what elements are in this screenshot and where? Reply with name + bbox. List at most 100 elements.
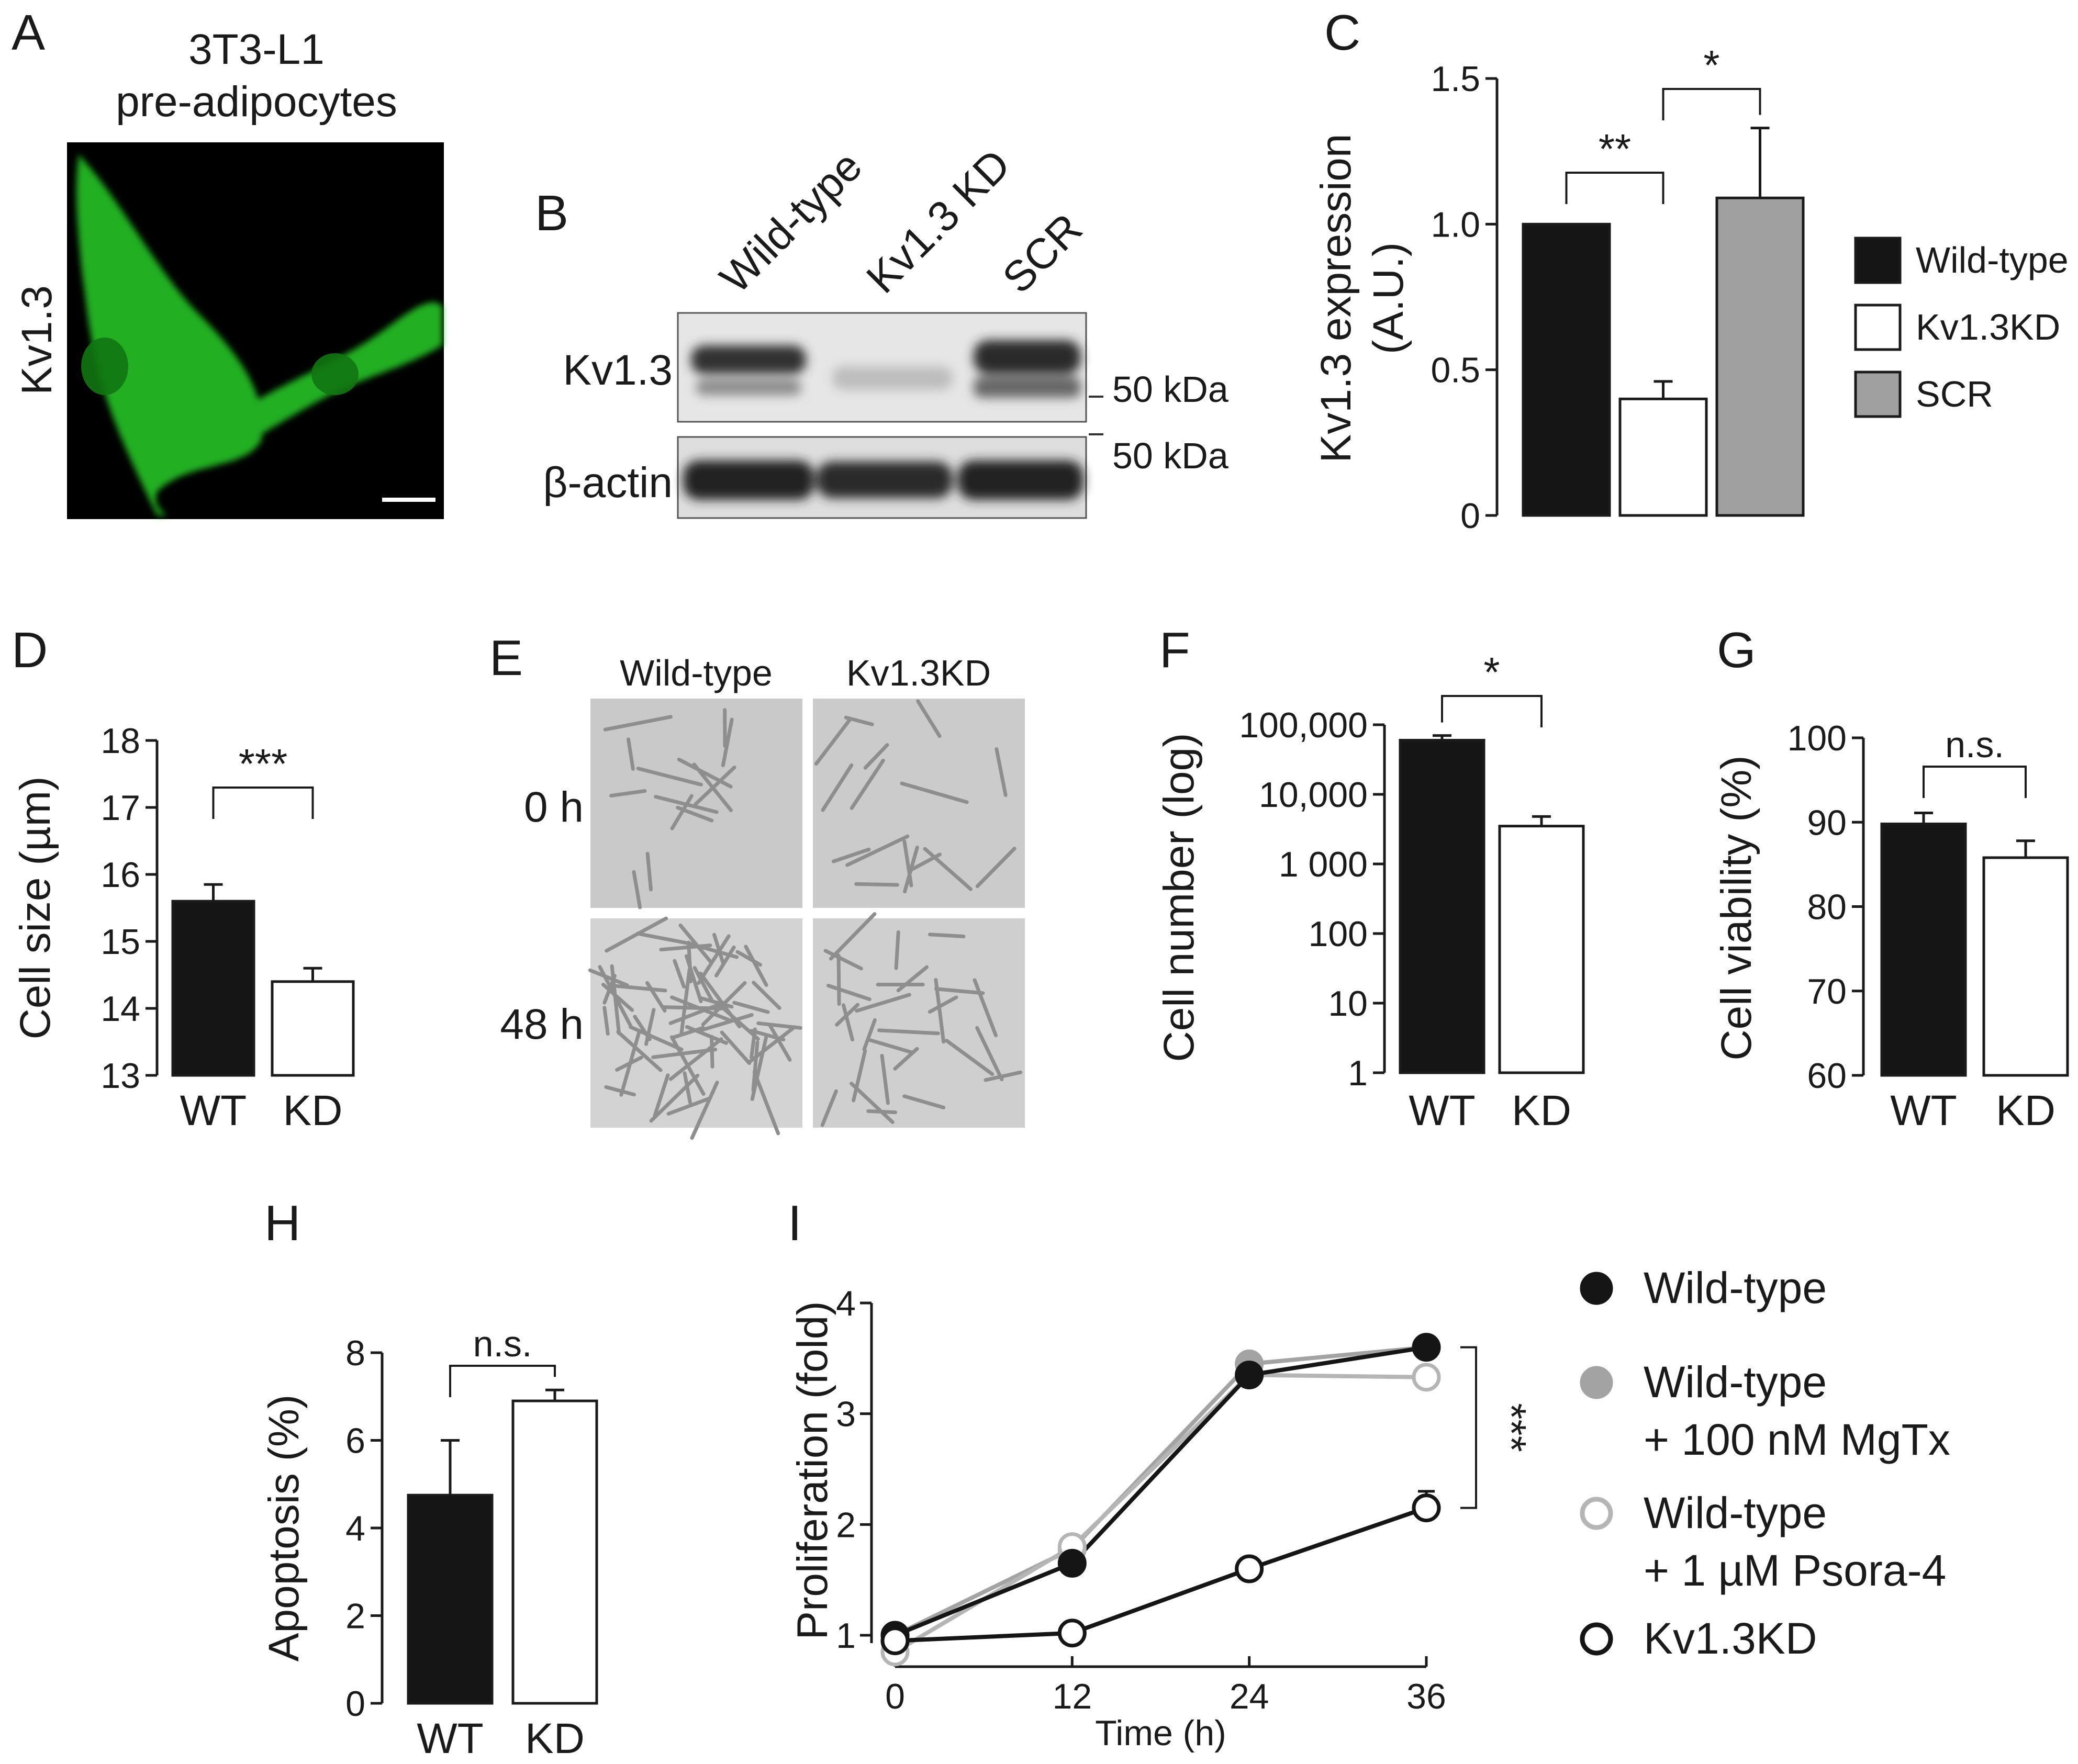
y-tick-label: 10 (1328, 984, 1368, 1024)
series-line (894, 1345, 1427, 1637)
y-tick-label: 90 (1807, 803, 1847, 842)
cell-shapes (588, 699, 1023, 1140)
y-tick-label: 6 (345, 1421, 365, 1461)
cell-shape (934, 987, 985, 995)
cell-shape (973, 978, 998, 1038)
band-kv13-kd (832, 366, 953, 390)
legend-marker (1580, 1497, 1613, 1530)
cell-shape (605, 916, 668, 953)
cell-shape (645, 851, 653, 892)
cell-shape (672, 1026, 705, 1039)
significance-bracket (1460, 1346, 1477, 1509)
marker-label-2: 50 kDa (1112, 435, 1228, 476)
y-tick-label: 100 (1787, 718, 1847, 758)
band-actin-scr (958, 460, 1083, 500)
cell-shape (677, 757, 733, 789)
y-axis-label-line2: (A.U.) (1365, 242, 1412, 354)
panel-d: D 13 14 15 16 17 18 WT KD Cell size (µm) *** (12, 622, 355, 1134)
significance-label: * (1483, 649, 1500, 695)
band-actin-kd (817, 462, 953, 498)
y-tick-label: 2 (836, 1505, 856, 1545)
y-tick-label: 1.5 (1431, 59, 1480, 99)
panel-label-g: G (1717, 622, 1756, 678)
cell-shape (862, 1018, 877, 1051)
y-axis-label: Cell size (µm) (12, 777, 59, 1040)
cell-shape (877, 1028, 940, 1036)
y-tick-label: 10,000 (1259, 775, 1368, 815)
bar (1399, 739, 1485, 1074)
category-label: KD (525, 1715, 585, 1762)
cell-shape (928, 932, 966, 938)
series-line (893, 1373, 1427, 1654)
blot-row-kv13: Kv1.3 (563, 346, 673, 394)
series-line (895, 1505, 1427, 1643)
y-axis-label: Cell viability (%) (1713, 755, 1760, 1060)
cell-shape (814, 717, 852, 766)
y-axis-label: Cell number (log) (1155, 733, 1203, 1062)
bar (1715, 196, 1805, 517)
cell-shape (995, 747, 1008, 797)
legend-marker (1580, 1366, 1613, 1399)
legend-swatch (1854, 370, 1902, 418)
significance-bracket (449, 1365, 556, 1397)
legend-swatch (1854, 304, 1902, 351)
significance-label: n.s. (473, 1323, 532, 1364)
cell-shape (831, 847, 871, 863)
cell-shape (902, 1094, 946, 1109)
cell-shape (750, 1034, 768, 1101)
phase-image-kd-48h (813, 918, 1025, 1128)
cell-shape (683, 1071, 692, 1105)
cell-shape (714, 945, 736, 977)
cell-shape (850, 758, 885, 810)
cell-shape (694, 765, 736, 806)
cell-shape (880, 1053, 890, 1105)
panel-a: A 3T3-L1 pre-adipocytes Kv1.3 (12, 5, 444, 519)
cell-shape (751, 1040, 759, 1093)
y-tick-label: 13 (100, 1056, 140, 1096)
significance-bracket (1923, 766, 2027, 798)
panel-a-title-line2: pre-adipocytes (116, 78, 397, 126)
panel-label-f: F (1159, 622, 1190, 678)
significance-label: * (1703, 42, 1719, 88)
cell-shape (845, 834, 910, 867)
category-label: KD (1512, 1087, 1571, 1134)
significance-label: *** (1488, 1403, 1535, 1452)
y-tick-label: 1.0 (1431, 205, 1480, 244)
category-label: KD (283, 1087, 343, 1134)
y-tick-label: 17 (100, 788, 140, 828)
cell-shape (698, 971, 742, 1029)
cell-shape (835, 1003, 860, 1027)
cell-shape (820, 1089, 838, 1127)
cell-shape (668, 1001, 725, 1025)
marker-label-1: 50 kDa (1112, 369, 1228, 410)
y-tick-label: 100 (1309, 914, 1368, 954)
cell-shape (604, 1085, 636, 1097)
cell-shape (698, 1013, 754, 1033)
category-label: WT (180, 1087, 247, 1134)
nucleus (311, 353, 359, 395)
cell-shape (626, 737, 635, 771)
y-tick-label: 70 (1807, 972, 1847, 1012)
image-column-kv13kd: Kv1.3KD (846, 653, 991, 693)
cell-shape (670, 995, 733, 1023)
cell-shape (603, 715, 673, 732)
bar (171, 900, 255, 1077)
cell-shape (692, 966, 713, 1002)
cell-shape (854, 882, 899, 887)
significance-bracket (1565, 172, 1664, 204)
cell-shape (841, 1003, 854, 1042)
cell-shape (909, 852, 942, 872)
cell-shape (916, 699, 942, 738)
cell-shape (588, 968, 629, 987)
cell-shape (616, 1030, 663, 1072)
cell-shape (821, 763, 854, 812)
panel-label-e: E (489, 630, 523, 686)
cell-shape (628, 1025, 684, 1052)
series-line (894, 1345, 1427, 1637)
cell-shape (673, 959, 686, 989)
data-point (1057, 1548, 1087, 1578)
bar (271, 980, 355, 1077)
cell-shape (844, 715, 874, 726)
